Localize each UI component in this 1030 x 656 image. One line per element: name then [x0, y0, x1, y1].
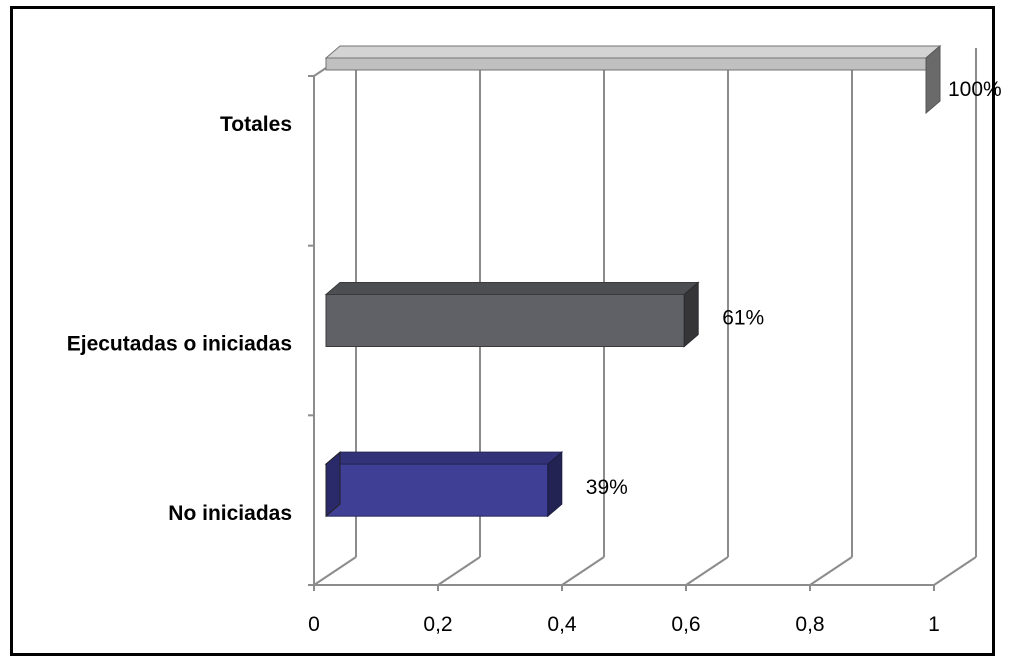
floor-gridline [561, 556, 605, 586]
bar-top-3 [324, 45, 942, 59]
floor-gridline [933, 556, 977, 586]
floor-gridline [313, 556, 357, 586]
x-tick-label: 0,6 [671, 613, 700, 636]
bar-left-cap-1 [325, 451, 341, 518]
x-tick-label: 0,4 [547, 613, 577, 636]
x-tick-label: 0 [308, 613, 320, 636]
bar-side-1 [547, 451, 563, 518]
floor-gridline [809, 556, 853, 586]
bar-top-2 [324, 282, 700, 295]
bar-side-2 [683, 281, 699, 348]
x-tick-label: 0,8 [795, 613, 824, 636]
bar-top-1 [324, 451, 564, 465]
floor-gridline [437, 556, 481, 586]
category-label: Totales [220, 113, 292, 136]
bars-layer [324, 44, 942, 518]
bar-1 [325, 463, 549, 517]
bar-2 [325, 294, 685, 347]
labels-layer: 0 0,2 0,4 0,6 0,8 1 No iniciadas 39% Ejecutadas … [67, 78, 1002, 636]
x-tick-label: 1 [928, 613, 940, 636]
x-tick-label: 0,2 [423, 613, 452, 636]
bar-3 [325, 57, 927, 71]
floor-gridline [685, 556, 729, 586]
data-label: 61% [722, 307, 764, 330]
data-label: 100% [948, 78, 1002, 101]
bar-side-3 [925, 44, 941, 115]
category-label: Ejecutadas o iniciadas [67, 333, 292, 356]
category-label: No iniciadas [168, 502, 292, 525]
data-label: 39% [586, 476, 628, 499]
